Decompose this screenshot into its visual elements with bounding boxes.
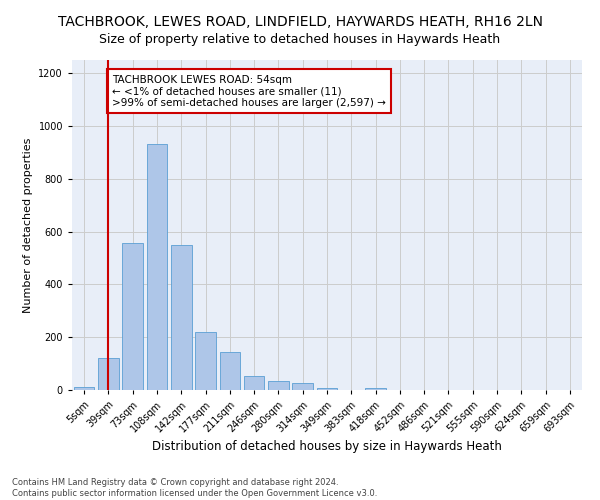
Bar [171, 246, 191, 390]
Bar [317, 388, 337, 390]
Bar [220, 352, 240, 390]
Bar [244, 376, 265, 390]
Bar [122, 244, 143, 390]
Y-axis label: Number of detached properties: Number of detached properties [23, 138, 33, 312]
X-axis label: Distribution of detached houses by size in Haywards Heath: Distribution of detached houses by size … [152, 440, 502, 452]
Bar [365, 388, 386, 390]
Bar [195, 332, 216, 390]
Text: Size of property relative to detached houses in Haywards Heath: Size of property relative to detached ho… [100, 32, 500, 46]
Bar [98, 358, 119, 390]
Text: TACHBROOK LEWES ROAD: 54sqm
← <1% of detached houses are smaller (11)
>99% of se: TACHBROOK LEWES ROAD: 54sqm ← <1% of det… [112, 74, 386, 108]
Text: Contains HM Land Registry data © Crown copyright and database right 2024.
Contai: Contains HM Land Registry data © Crown c… [12, 478, 377, 498]
Bar [74, 388, 94, 390]
Bar [292, 383, 313, 390]
Bar [268, 382, 289, 390]
Bar [146, 144, 167, 390]
Text: TACHBROOK, LEWES ROAD, LINDFIELD, HAYWARDS HEATH, RH16 2LN: TACHBROOK, LEWES ROAD, LINDFIELD, HAYWAR… [58, 15, 542, 29]
